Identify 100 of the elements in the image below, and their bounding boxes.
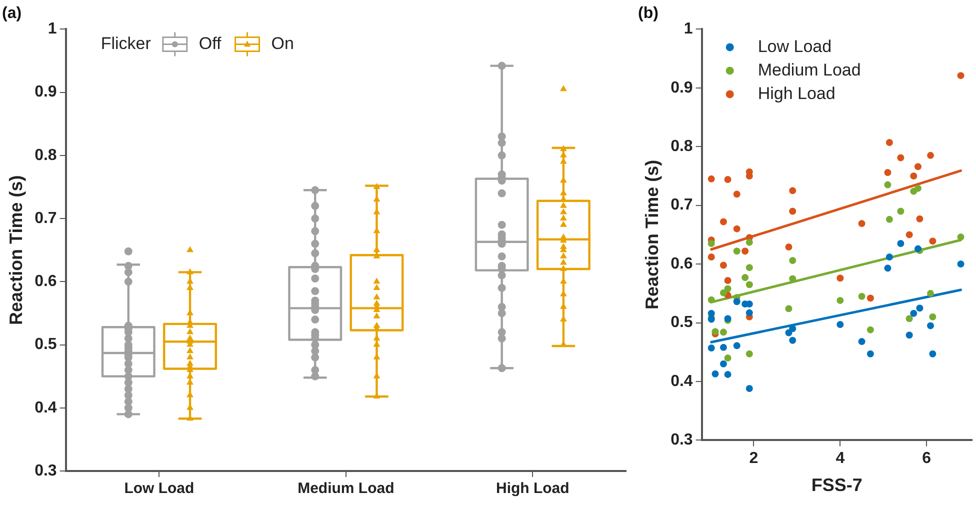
y-axis-title: Reaction Time (s) <box>642 160 662 310</box>
y-tick-label: 0.7 <box>670 196 693 214</box>
point <box>906 332 913 339</box>
point <box>733 298 740 306</box>
y-tick-label: 0.9 <box>670 79 693 96</box>
point <box>897 240 904 248</box>
legend-label: On <box>271 34 294 53</box>
y-tick-label: 1 <box>48 20 57 38</box>
y-tick-label: 0.4 <box>34 399 57 416</box>
legend-label: High Load <box>758 84 836 103</box>
point <box>866 326 874 334</box>
point <box>789 325 796 332</box>
point <box>886 139 893 146</box>
point <box>916 215 924 222</box>
legend-title: Flicker <box>100 34 152 53</box>
y-tick-label: 0.8 <box>34 146 57 164</box>
point <box>789 187 796 194</box>
y-tick-label: 0.3 <box>670 432 693 449</box>
point <box>720 289 727 296</box>
y-tick-label: 0.5 <box>34 336 57 354</box>
point <box>733 190 740 198</box>
y-tick-label: 0.8 <box>670 138 693 156</box>
point <box>746 281 753 288</box>
point <box>866 294 874 302</box>
point <box>724 370 732 378</box>
chart-title: (b) <box>638 5 658 22</box>
point <box>720 218 727 226</box>
y-tick-label: 0.6 <box>670 255 693 272</box>
point <box>708 344 715 352</box>
x-tick-label: Medium Load <box>298 480 394 498</box>
x-tick-label: Low Load <box>124 480 194 498</box>
point <box>910 310 918 317</box>
point <box>884 181 892 188</box>
point <box>927 290 934 297</box>
point <box>906 231 913 238</box>
point <box>858 338 866 346</box>
legend-label: Off <box>198 34 222 53</box>
point <box>906 315 913 322</box>
point <box>897 154 904 162</box>
point <box>858 220 866 228</box>
point <box>724 176 732 184</box>
y-tick-label: 0.6 <box>34 273 57 290</box>
point <box>733 248 740 255</box>
y-tick-label: 0.3 <box>34 462 57 480</box>
y-tick-label: 0.7 <box>34 210 57 227</box>
y-axis-title: Reaction Time (s) <box>6 175 26 325</box>
point <box>789 275 796 282</box>
point <box>866 350 874 358</box>
point <box>746 264 753 272</box>
point <box>746 238 753 246</box>
point <box>720 360 727 368</box>
point <box>927 152 934 159</box>
point <box>720 328 727 336</box>
y-tick-label: 0.9 <box>34 84 57 101</box>
x-axis-title: FSS-7 <box>811 475 862 496</box>
point <box>720 344 727 351</box>
point <box>708 296 715 304</box>
y-tick-label: 1 <box>684 20 693 38</box>
point <box>914 184 922 192</box>
point <box>929 313 936 320</box>
point <box>742 274 749 282</box>
point <box>708 175 715 182</box>
point <box>708 310 715 317</box>
point <box>785 244 792 251</box>
point <box>742 248 749 255</box>
x-tick-label: 4 <box>836 450 845 468</box>
point <box>858 292 866 300</box>
point <box>957 260 964 268</box>
point <box>708 240 715 248</box>
point <box>712 370 719 378</box>
point <box>886 254 893 261</box>
point <box>789 257 796 264</box>
point <box>746 309 753 316</box>
point <box>910 172 918 180</box>
point <box>884 264 892 272</box>
point <box>724 285 732 292</box>
point <box>836 296 844 304</box>
chart-title: (a) <box>2 5 22 22</box>
point <box>957 234 964 241</box>
point <box>897 208 904 215</box>
point <box>957 72 964 80</box>
point <box>916 304 924 312</box>
x-tick-label: 6 <box>922 450 932 468</box>
x-tick-label: High Load <box>496 480 570 498</box>
point <box>724 276 732 284</box>
legend-label: Medium Load <box>758 60 861 80</box>
point <box>884 168 892 176</box>
point <box>914 163 922 170</box>
y-tick-label: 0.4 <box>670 372 693 390</box>
point <box>724 354 732 362</box>
point <box>789 208 796 215</box>
x-tick-label: 2 <box>749 450 758 468</box>
point <box>929 238 936 245</box>
point <box>789 336 796 344</box>
legend-label: Low Load <box>758 36 832 56</box>
point <box>746 350 753 358</box>
y-tick-label: 0.5 <box>670 314 693 332</box>
point <box>708 254 715 261</box>
point <box>927 322 934 330</box>
point <box>746 385 753 392</box>
